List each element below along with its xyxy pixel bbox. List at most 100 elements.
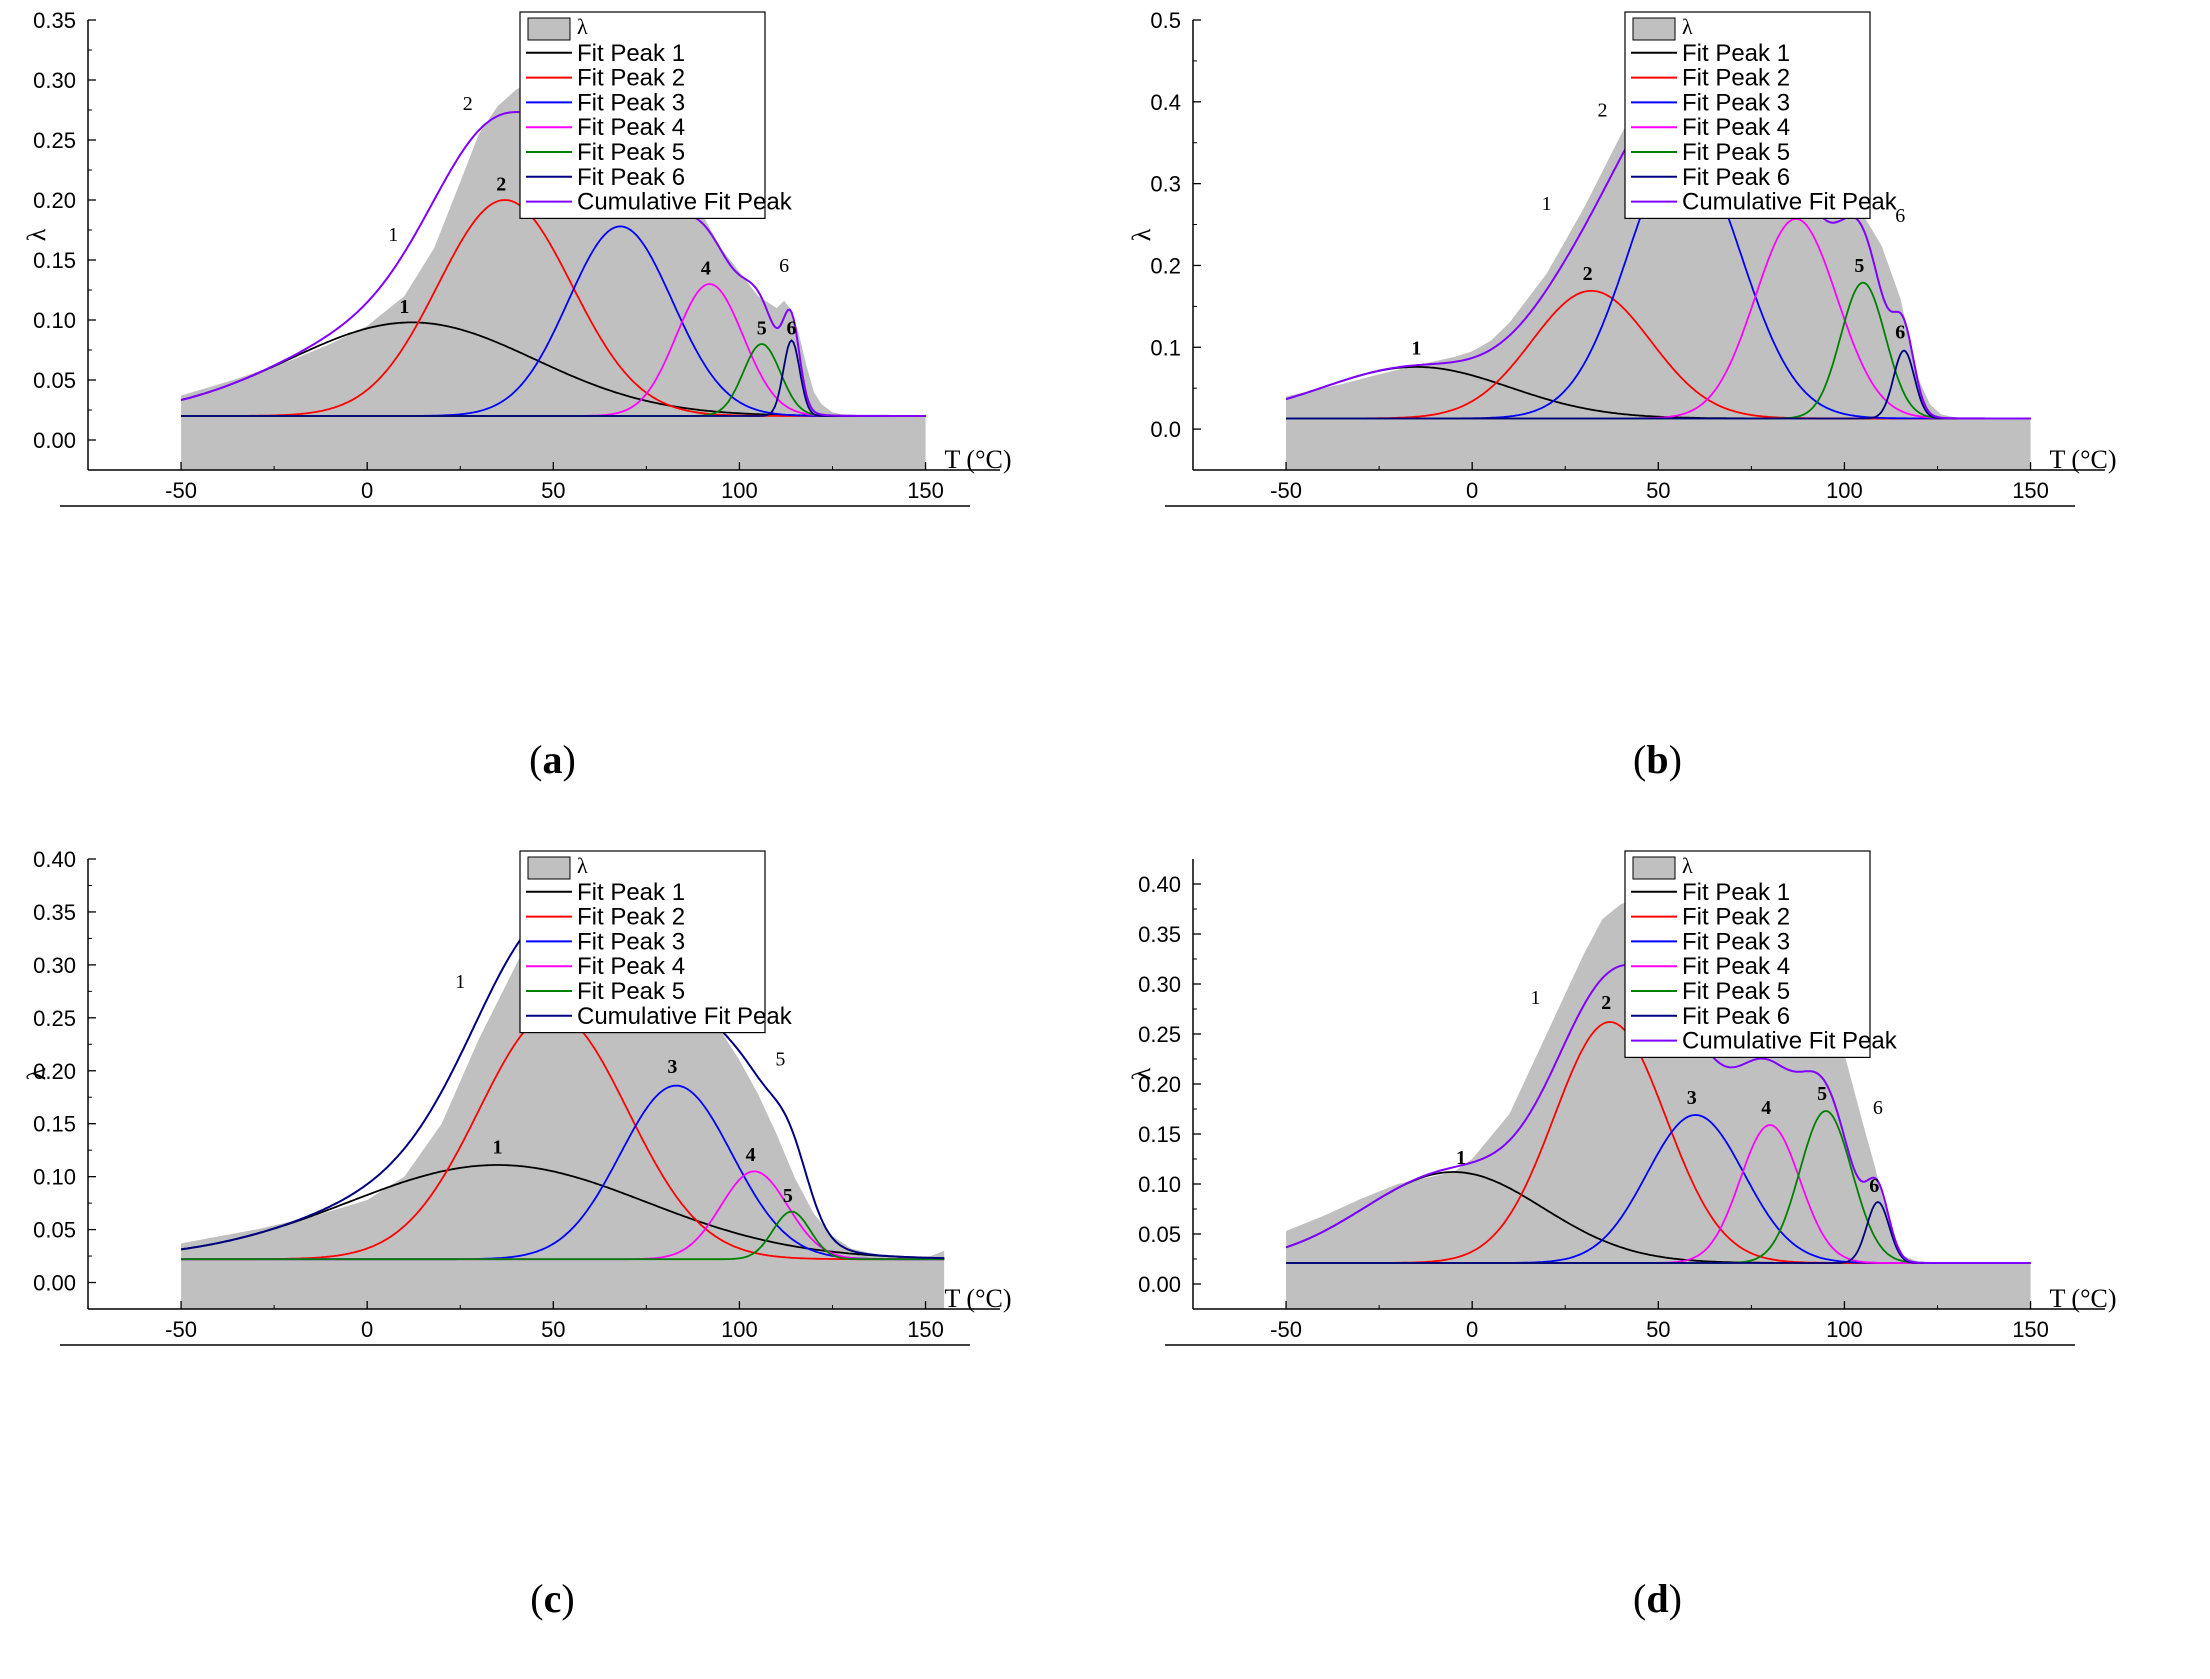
legend-label-cumulative: Cumulative Fit Peak <box>1682 189 1898 216</box>
cumulative-point-label: 1 <box>388 224 398 246</box>
peak-label: 1 <box>1411 338 1421 360</box>
x-tick-label: 150 <box>2012 1317 2049 1342</box>
legend-box <box>1624 11 1871 219</box>
y-tick-label: 0.35 <box>1138 922 1181 947</box>
y-tick-label: 0.4 <box>1150 90 1181 115</box>
legend-label-peak-5: Fit Peak 5 <box>1682 978 1790 1005</box>
measured-area <box>1286 83 2031 471</box>
legend-label-peak-4: Fit Peak 4 <box>577 953 685 980</box>
x-tick-label: 50 <box>541 478 565 503</box>
cumulative-point-label: 1 <box>1542 193 1552 215</box>
y-tick-label: 0.5 <box>1150 8 1181 33</box>
y-tick-label: 0.25 <box>33 128 76 153</box>
cumulative-point-label: 1 <box>455 971 465 993</box>
caption-d: (d) <box>1633 1576 1682 1621</box>
y-tick-label: 0.30 <box>1138 972 1181 997</box>
x-tick-label: 100 <box>1826 478 1863 503</box>
peak-label: 1 <box>492 1136 502 1158</box>
legend-label-peak-4: Fit Peak 4 <box>1682 953 1790 980</box>
x-tick-label: 0 <box>361 1317 373 1342</box>
legend-box <box>519 11 766 219</box>
legend-box <box>1624 850 1871 1058</box>
peak-label: 2 <box>496 173 506 195</box>
fit-peak-6-line <box>181 339 926 417</box>
legend-swatch-measured <box>527 856 571 880</box>
legend-label-peak-5: Fit Peak 5 <box>1682 139 1790 166</box>
y-tick-label: 0.20 <box>33 188 76 213</box>
x-axis-label: T (°C) <box>2050 445 2117 474</box>
y-tick-label: 0.1 <box>1150 335 1181 360</box>
measured-area <box>1286 899 2031 1309</box>
fit-peak-5-line <box>181 1210 945 1261</box>
caption-b: (b) <box>1633 737 1682 782</box>
legend-label-peak-2: Fit Peak 2 <box>577 904 685 931</box>
y-tick-label: 0.00 <box>33 1271 76 1296</box>
peak-label: 4 <box>746 1144 756 1166</box>
peak-label: 1 <box>1456 1147 1466 1169</box>
x-tick-label: 50 <box>1646 478 1670 503</box>
y-tick-label: 0.15 <box>33 248 76 273</box>
y-tick-label: 0.30 <box>33 953 76 978</box>
legend-label-peak-3: Fit Peak 3 <box>577 89 685 116</box>
x-axis-label: T (°C) <box>945 445 1012 474</box>
x-tick-label: 0 <box>1466 1317 1478 1342</box>
x-tick-label: 50 <box>541 1317 565 1342</box>
legend-label-peak-2: Fit Peak 2 <box>577 65 685 92</box>
y-tick-label: 0.15 <box>33 1112 76 1137</box>
y-tick-label: 0.2 <box>1150 253 1181 278</box>
chart-d: 0.00 0.05 0.10 0.15 0.20 0.25 0.30 0.35 0.40 -50 0… <box>1127 850 2116 1346</box>
y-tick-label: 0.20 <box>33 1059 76 1084</box>
legend-label-peak-2: Fit Peak 2 <box>1682 65 1790 92</box>
peak-label: 1 <box>399 296 409 318</box>
cumulative-point-label: 6 <box>779 255 789 277</box>
y-axis-label: λ <box>22 1067 51 1080</box>
y-tick-label: 0.25 <box>33 1006 76 1031</box>
legend-label-cumulative: Cumulative Fit Peak <box>1682 1028 1898 1055</box>
chart-panel-a: 0.00 0.05 0.10 0.15 0.20 0.25 0.30 0.35 -50 0 50 10… <box>0 0 1105 839</box>
y-tick-label: 0.00 <box>1138 1272 1181 1297</box>
peak-label: 4 <box>701 257 711 279</box>
fit-peak-6-line <box>1286 349 2031 420</box>
legend-label-peak-3: Fit Peak 3 <box>1682 89 1790 116</box>
legend-label-peak-6: Fit Peak 6 <box>1682 164 1790 191</box>
peak-label: 6 <box>1869 1175 1879 1197</box>
x-tick-label: 150 <box>907 478 944 503</box>
peak-label: 5 <box>757 317 767 339</box>
legend-label-peak-2: Fit Peak 2 <box>1682 904 1790 931</box>
legend-label-peak-1: Fit Peak 1 <box>577 40 685 67</box>
y-tick-label: 0.05 <box>1138 1222 1181 1247</box>
legend-label-cumulative: Cumulative Fit Peak <box>577 1003 793 1030</box>
legend-label-peak-6: Fit Peak 6 <box>577 164 685 191</box>
peak-label: 3 <box>667 1056 677 1078</box>
x-tick-label: 100 <box>721 478 758 503</box>
peak-label: 5 <box>1817 1083 1827 1105</box>
y-tick-label: 0.40 <box>33 847 76 872</box>
x-tick-label: 100 <box>1826 1317 1863 1342</box>
cumulative-point-label: 2 <box>463 93 473 115</box>
x-tick-label: -50 <box>165 478 197 503</box>
chart-panel-d: 0.00 0.05 0.10 0.15 0.20 0.25 0.30 0.35 0.40 -50 0… <box>1105 839 2210 1678</box>
y-tick-label: 0.10 <box>1138 1172 1181 1197</box>
x-tick-label: -50 <box>1270 478 1302 503</box>
y-tick-label: 0.05 <box>33 368 76 393</box>
chart-a: 0.00 0.05 0.10 0.15 0.20 0.25 0.30 0.35 -50 0 50 10… <box>22 8 1012 507</box>
y-tick-label: 0.35 <box>33 8 76 33</box>
legend-label-cumulative: Cumulative Fit Peak <box>577 189 793 216</box>
x-tick-label: 50 <box>1646 1317 1670 1342</box>
y-tick-label: 0.25 <box>1138 1022 1181 1047</box>
y-axis-label: λ <box>22 228 51 241</box>
x-tick-label: 0 <box>361 478 373 503</box>
y-tick-label: 0.20 <box>1138 1072 1181 1097</box>
y-tick-label: 0.10 <box>33 1165 76 1190</box>
legend-label-peak-6: Fit Peak 6 <box>1682 1003 1790 1030</box>
x-tick-label: 150 <box>2012 478 2049 503</box>
peak-label: 6 <box>1895 321 1905 343</box>
y-tick-label: 0.15 <box>1138 1122 1181 1147</box>
y-tick-label: 0.10 <box>33 308 76 333</box>
